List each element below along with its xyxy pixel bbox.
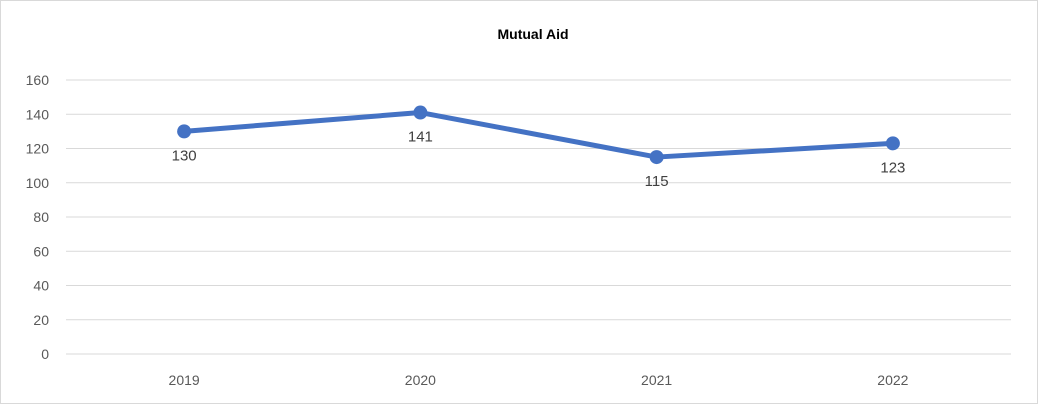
data-label: 115 — [645, 173, 669, 190]
series-line-path — [181, 110, 896, 160]
x-axis: 2019 2020 2021 2022 — [169, 372, 909, 388]
x-tick-label: 2019 — [169, 372, 200, 388]
y-tick-label: 40 — [33, 278, 49, 294]
series-line — [177, 105, 900, 165]
x-tick-label: 2021 — [641, 372, 672, 388]
data-label: 123 — [880, 159, 905, 176]
data-point — [649, 150, 664, 165]
chart-title: Mutual Aid — [497, 26, 568, 42]
data-label: 130 — [172, 147, 197, 164]
x-tick-label: 2020 — [405, 372, 436, 388]
y-axis: 0 20 40 60 80 100 120 140 160 — [26, 72, 50, 362]
y-tick-label: 0 — [41, 346, 49, 362]
y-tick-label: 160 — [26, 72, 50, 88]
y-tick-label: 140 — [26, 106, 50, 122]
gridlines — [66, 79, 1011, 355]
y-tick-label: 80 — [33, 209, 49, 225]
data-point — [885, 136, 900, 151]
y-tick-label: 120 — [26, 141, 50, 157]
data-point — [177, 124, 192, 139]
y-tick-label: 60 — [33, 243, 49, 259]
data-point — [413, 105, 428, 120]
data-labels: 130 141 115 123 — [172, 129, 906, 191]
x-tick-label: 2022 — [877, 372, 908, 388]
data-label: 141 — [408, 129, 433, 146]
y-tick-label: 20 — [33, 312, 49, 328]
y-tick-label: 100 — [26, 175, 50, 191]
